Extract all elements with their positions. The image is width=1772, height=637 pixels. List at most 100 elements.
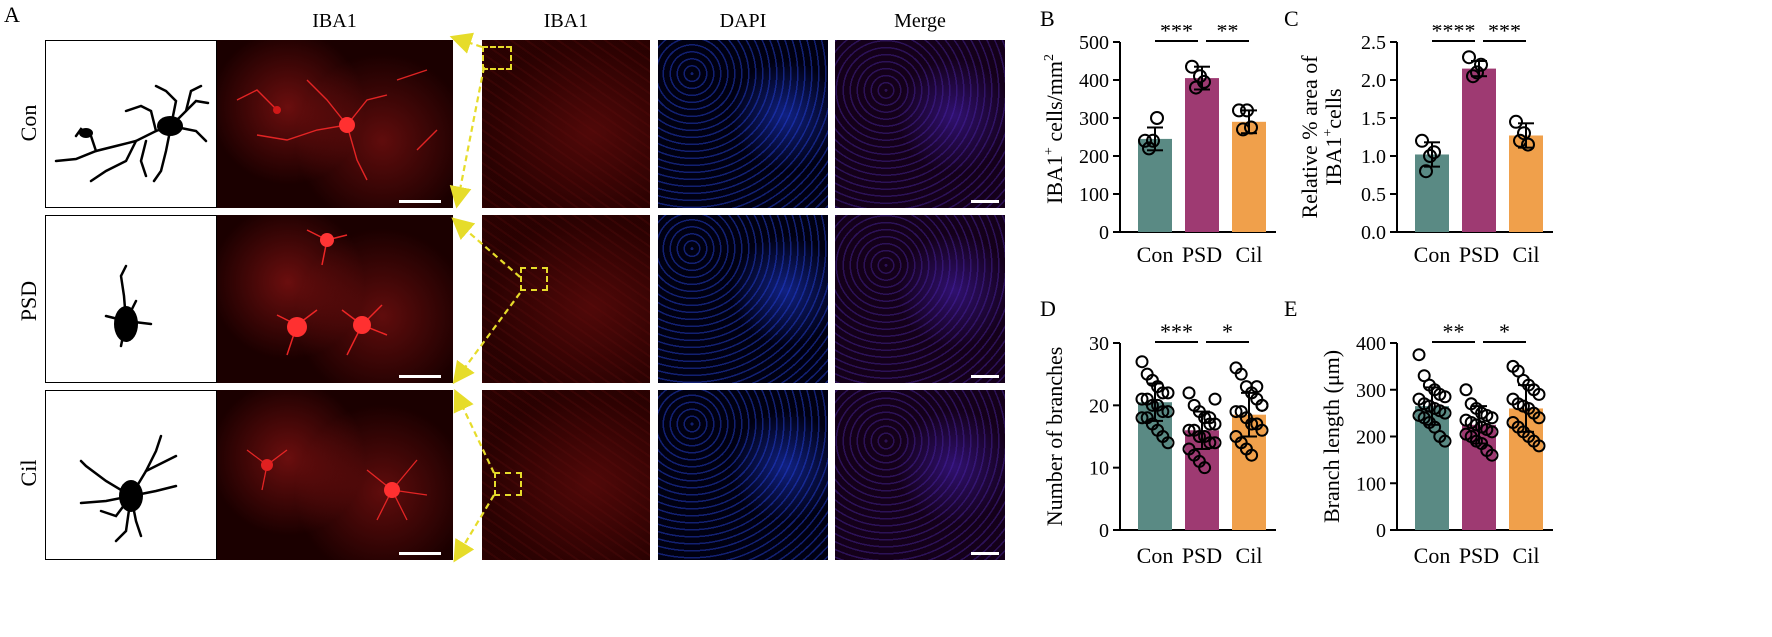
y-tick-label: 400 [1079,70,1109,92]
iba1-zoom-psd-cells [276,229,388,356]
roi-box-con [482,46,512,70]
panel-label-a: A [4,2,20,27]
data-point [1485,425,1499,439]
data-point [1438,390,1452,404]
significance-label: *** [1160,25,1193,43]
y-tick-label: 10 [1089,458,1109,480]
data-point [1412,348,1426,362]
y-tick-label: 0 [1099,520,1109,542]
dapi-wide-cil [658,390,828,560]
data-point [1415,133,1429,148]
iba1-wide-psd [482,215,650,383]
y-tick-label: 500 [1079,32,1109,54]
y-axis-label-line2-sup: + [1321,129,1336,137]
data-point [1485,411,1499,425]
y-axis-label-main: IBA1 [1042,155,1067,204]
bar-con [1138,138,1172,232]
y-axis-label-line1: Relative % area of [1297,55,1322,219]
x-tick-label-cil: Cil [1236,242,1263,267]
panel-label-d: D [1040,296,1056,321]
data-point [1198,461,1212,475]
data-point [1245,448,1259,462]
x-tick-label-cil: Cil [1236,543,1263,568]
y-axis-label: Number of branches [1042,347,1067,527]
roi-box-cil [494,472,522,496]
scale-bar [399,200,441,203]
row-label-con: Con [16,104,41,142]
y-tick-label: 100 [1356,473,1386,495]
panel-label-c: C [1284,6,1299,31]
dapi-wide-psd [658,215,828,383]
data-point [1135,392,1149,406]
data-point [1485,448,1499,462]
y-tick-label: 30 [1089,333,1109,355]
arrow-cil-top [453,389,495,474]
iba1-zoom-con [217,40,453,208]
y-tick-label: 200 [1079,146,1109,168]
data-point [1255,398,1269,412]
data-point [1423,149,1437,163]
data-point [1203,417,1217,431]
data-point [1197,74,1211,89]
x-tick-label-psd: PSD [1459,242,1499,267]
x-tick-label-psd: PSD [1182,242,1222,267]
data-point [1182,423,1196,437]
data-point [1192,430,1206,443]
x-tick-label-con: Con [1137,242,1174,267]
data-point [1161,436,1175,450]
col-title-iba1: IBA1 [543,10,589,32]
arrow-con-bottom [449,66,486,209]
y-tick-label: 0 [1376,520,1386,542]
y-tick-label: 0.0 [1361,222,1386,244]
y-tick-label: 0 [1099,222,1109,244]
data-point [1532,439,1546,453]
data-point [1466,69,1480,84]
microglia-skeleton-psd [45,215,217,383]
y-axis-label-rest: cells/mm [1042,61,1067,147]
data-point [1474,57,1488,72]
x-tick-label-cil: Cil [1513,242,1540,267]
y-tick-label: 1.5 [1361,108,1386,130]
data-point [1203,411,1217,425]
arrow-cil-bottom [453,494,495,563]
microglia-skeleton-con-drawing [54,84,210,183]
microglia-skeleton-con [45,40,217,208]
y-tick-label: 2.0 [1361,70,1386,92]
data-point [1250,380,1264,394]
bar-cil [1232,121,1266,232]
data-point [1156,405,1170,419]
data-point [1135,411,1149,425]
y-tick-label: 20 [1089,395,1109,417]
x-tick-label-con: Con [1137,543,1174,568]
y-tick-label: 300 [1079,108,1109,130]
data-point [1462,50,1476,65]
data-point [1255,423,1269,437]
scale-bar [399,552,441,555]
data-point [1145,398,1159,412]
significance-label: ** [1217,25,1239,43]
y-tick-label: 100 [1079,184,1109,206]
data-point [1182,386,1196,400]
data-point [1232,103,1246,118]
significance-label: * [1499,319,1510,344]
dapi-wide-con [658,40,828,208]
iba1-zoom-cil [217,390,453,560]
data-point [1438,406,1452,420]
y-tick-label: 1.0 [1361,146,1386,168]
zoom-arrows [449,32,521,563]
arrow-con-top [449,32,483,54]
x-tick-label-con: Con [1414,242,1451,267]
y-axis-label-line2-main: IBA1 [1321,137,1346,186]
data-point [1245,417,1259,431]
data-point [1513,133,1527,148]
significance-label: **** [1432,25,1476,43]
y-axis-label-line2: IBA1+cells [1321,88,1346,185]
col-title-dapi: DAPI [719,10,767,32]
microglia-skeleton-cil-drawing [79,434,178,543]
y-axis-label: IBA1+ cells/mm2 [1042,54,1067,204]
panel-label-e: E [1284,296,1298,321]
